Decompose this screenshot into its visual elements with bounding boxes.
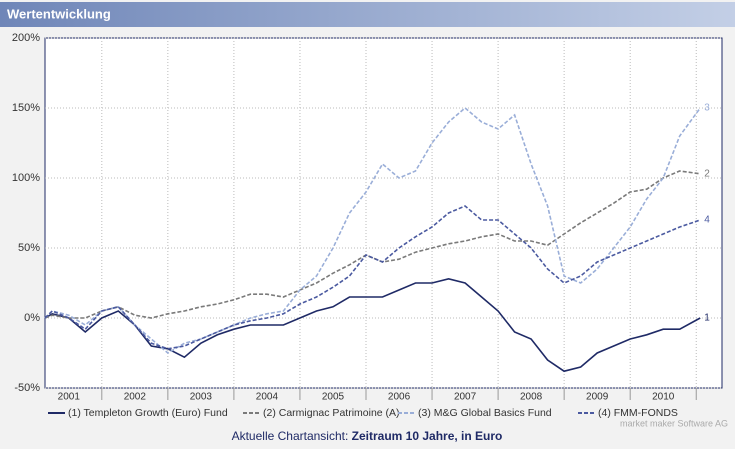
x-tick-label: 2008 <box>520 392 543 403</box>
end-label: 3 <box>704 103 710 114</box>
series-line <box>44 205 701 350</box>
legend-label: (4) FMM-FONDS <box>598 407 678 419</box>
series-line <box>44 106 701 354</box>
x-tick-label: 2010 <box>652 392 675 403</box>
y-tick-label: 150% <box>12 102 40 114</box>
x-tick-label: 2001 <box>58 392 81 403</box>
header-bar <box>0 2 735 27</box>
header-title: Wertentwicklung <box>7 6 111 21</box>
y-tick-label: 50% <box>18 242 40 254</box>
end-label: 2 <box>704 168 710 179</box>
y-tick-label: 200% <box>12 32 40 44</box>
footer-period: Zeitraum 10 Jahre, in Euro <box>352 429 503 443</box>
legend-label: (2) Carmignac Patrimoine (A) <box>263 407 400 419</box>
y-tick-label: -50% <box>14 382 40 394</box>
y-tick-label: 0% <box>24 312 40 324</box>
y-tick-label: 100% <box>12 172 40 184</box>
legend-label: (3) M&G Global Basics Fund <box>418 407 552 419</box>
legend-label: (1) Templeton Growth (Euro) Fund <box>68 407 228 419</box>
x-tick-label: 2007 <box>454 392 477 403</box>
x-tick-label: 2003 <box>190 392 213 403</box>
x-tick-label: 2009 <box>586 392 609 403</box>
footer: Aktuelle Chartansicht: Zeitraum 10 Jahre… <box>232 429 503 443</box>
x-tick-label: 2006 <box>388 392 411 403</box>
plot-area <box>44 37 723 389</box>
end-label: 1 <box>704 313 710 324</box>
end-label: 4 <box>704 215 710 226</box>
credit: market maker Software AG <box>620 418 728 428</box>
x-tick-label: 2005 <box>322 392 345 403</box>
footer-prefix: Aktuelle Chartansicht: <box>232 429 349 443</box>
x-tick-label: 2004 <box>256 392 279 403</box>
series-line <box>44 277 701 373</box>
x-tick-label: 2002 <box>124 392 147 403</box>
